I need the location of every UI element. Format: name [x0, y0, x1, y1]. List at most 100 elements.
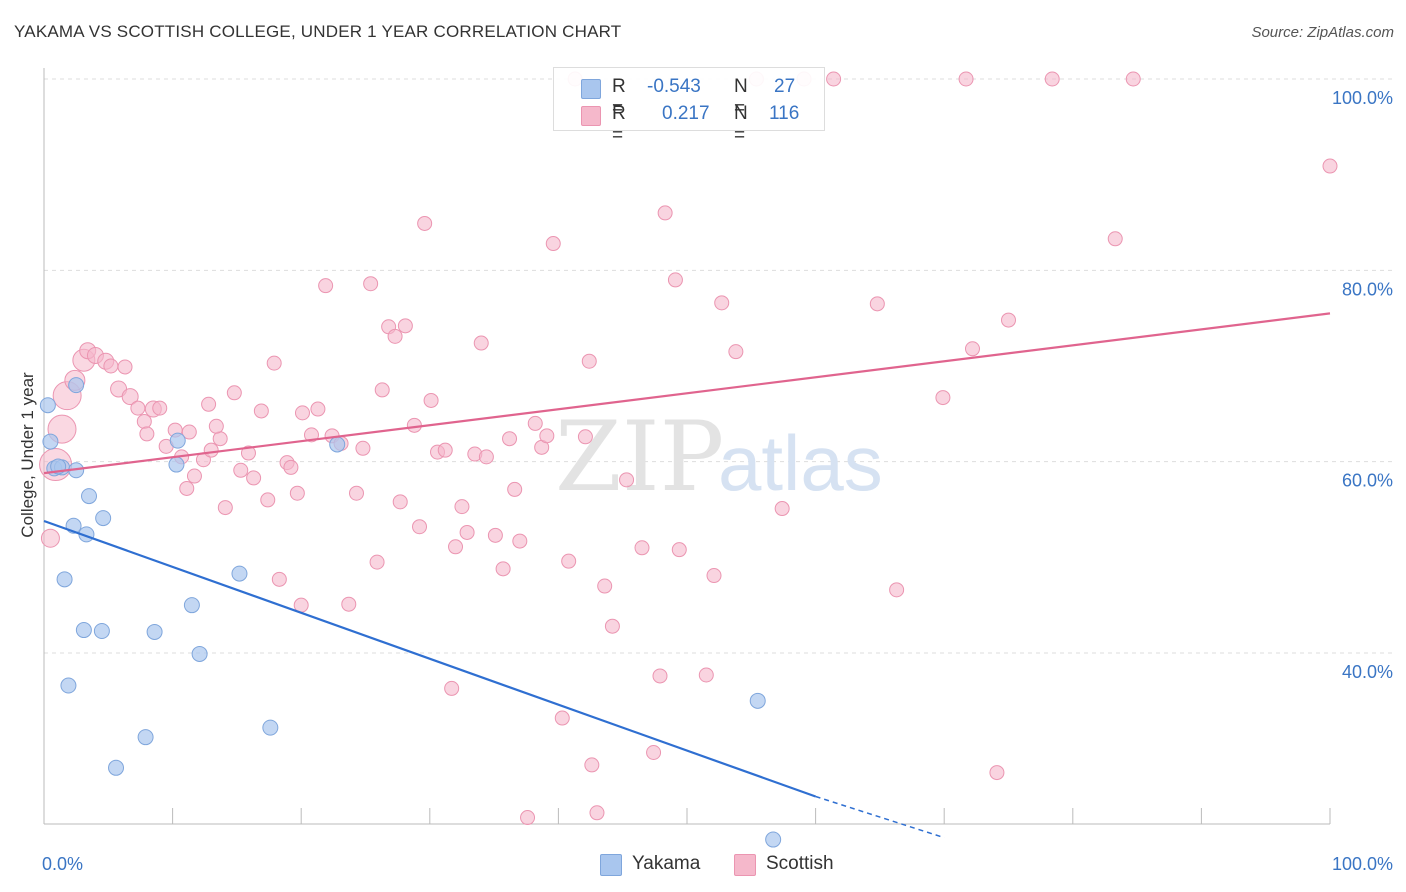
scottish-point [226, 385, 242, 401]
scottish-point [139, 426, 155, 442]
scottish-point [444, 680, 460, 696]
y-axis-label: College, Under 1 year [18, 372, 37, 538]
source-credit: Source: ZipAtlas.com [1251, 24, 1394, 41]
scottish-point [233, 462, 249, 478]
scottish-point [657, 205, 673, 221]
stats-r-label: R = [612, 103, 626, 146]
yakama-point [765, 831, 782, 848]
yakama-point [169, 432, 186, 449]
scottish-point [502, 431, 518, 447]
scottish-point [527, 415, 543, 431]
scottish-point [958, 71, 974, 87]
legend-label-yakama: Yakama [632, 853, 701, 874]
yakama-point [137, 729, 154, 746]
scottish-point [698, 667, 714, 683]
yakama-point [262, 719, 279, 736]
scottish-point [554, 710, 570, 726]
scottish-point [260, 492, 276, 508]
scottish-point [671, 542, 687, 558]
scottish-point [374, 382, 390, 398]
scottish-point [512, 533, 528, 549]
watermark-atlas: atlas [718, 419, 883, 507]
scottish-point [448, 539, 464, 555]
scottish-point [208, 418, 224, 434]
yakama-point [329, 436, 346, 453]
scottish-point [397, 318, 413, 334]
yakama-point [93, 622, 110, 639]
scottish-point [869, 296, 885, 312]
yakama-point [168, 456, 185, 473]
scottish-point [1001, 312, 1016, 328]
scottish-point [577, 429, 593, 445]
scottish-point [604, 618, 620, 634]
watermark-zip: ZIP [555, 401, 724, 513]
yakama-point [146, 623, 163, 640]
stats-box: R = -0.543 N = 27 R = 0.217 N = 116 [553, 67, 825, 146]
yakama-trend-line [43, 519, 816, 798]
scottish-point [103, 358, 119, 374]
scottish-point [964, 341, 980, 357]
y-tick-label: 100.0% [1332, 88, 1393, 108]
scottish-point [774, 501, 790, 517]
scottish-point [283, 459, 299, 475]
legend: Yakama Scottish [0, 852, 1406, 878]
scottish-point [294, 405, 310, 421]
scottish-point [1125, 71, 1141, 87]
scottish-point [545, 236, 561, 252]
x-tick-label: 0.0% [42, 854, 83, 874]
yakama-point [749, 692, 766, 709]
scottish-point [355, 440, 371, 456]
y-tick-label: 60.0% [1342, 471, 1393, 491]
scottish-point [121, 388, 139, 406]
scottish-point [1322, 158, 1338, 174]
scottish-point [437, 442, 453, 458]
scottish-point [989, 765, 1005, 781]
scottish-point [363, 276, 379, 292]
yakama-point [56, 571, 73, 588]
scottish-point [584, 757, 600, 773]
scottish-point [130, 400, 146, 416]
scottish-point [495, 561, 511, 577]
stats-n-label: N = [734, 76, 748, 119]
scottish-point [889, 582, 905, 598]
yakama-point [42, 433, 59, 450]
x-tick-labels: 0.0% 100.0% [42, 854, 1393, 874]
scottish-point [201, 396, 217, 412]
scottish-point [289, 485, 305, 501]
scottish-point [454, 499, 470, 515]
scottish-point [1044, 71, 1060, 87]
scottish-point [667, 272, 683, 288]
yakama-points [39, 377, 782, 848]
stats-r-value: 0.217 [662, 103, 710, 124]
scottish-point [561, 553, 577, 569]
scottish-point [212, 431, 228, 447]
yakama-point [75, 622, 92, 639]
stats-swatch-scottish [581, 106, 601, 126]
stats-r-value: -0.543 [647, 76, 701, 97]
scottish-point [253, 403, 269, 419]
scottish-point [392, 494, 408, 510]
scottish-point [539, 428, 555, 444]
stats-n-label: N = [734, 103, 748, 146]
scottish-point [634, 540, 650, 556]
chart-title: YAKAMA VS SCOTTISH COLLEGE, UNDER 1 YEAR… [14, 22, 622, 41]
scottish-point [387, 328, 403, 344]
scottish-point [179, 480, 195, 496]
yakama-trend-extension [815, 795, 945, 839]
stats-swatch-yakama [581, 79, 601, 99]
scottish-point [935, 390, 951, 406]
scottish-point [348, 485, 364, 501]
scottish-point [728, 344, 744, 360]
yakama-point [95, 510, 112, 527]
scottish-point [646, 744, 662, 760]
yakama-point [81, 488, 98, 505]
scottish-point [152, 400, 168, 416]
trend-lines [43, 312, 1331, 839]
y-tick-label: 80.0% [1342, 279, 1393, 299]
yakama-point [39, 397, 56, 414]
scottish-point [459, 524, 475, 540]
yakama-point [108, 759, 125, 776]
scottish-trend-line [43, 312, 1331, 475]
scottish-point [423, 392, 439, 408]
